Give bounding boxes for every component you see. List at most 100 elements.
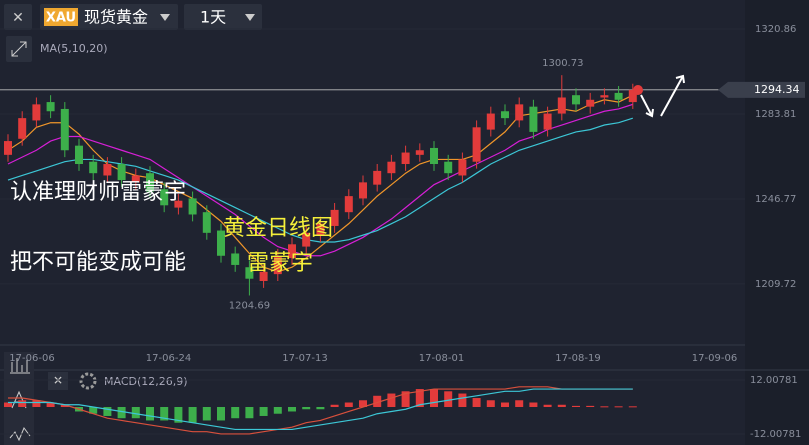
- y-tick-label: 12.00781: [750, 375, 798, 386]
- candle-body: [515, 104, 524, 121]
- macd-bar: [586, 405, 595, 407]
- macd-bar: [472, 398, 481, 407]
- macd-bar: [543, 404, 552, 407]
- macd-bar: [32, 400, 41, 407]
- candle-body: [259, 271, 268, 282]
- candle-body: [344, 196, 353, 213]
- macd-bar: [486, 400, 495, 407]
- last-price-dot: [633, 85, 643, 95]
- candle-body: [486, 113, 495, 130]
- macd-bar: [103, 407, 112, 416]
- candle-body: [373, 170, 382, 185]
- x-tick-label: 17-07-13: [282, 353, 327, 364]
- arrow: [660, 74, 685, 117]
- candle-body: [89, 161, 98, 174]
- close-icon: ✕: [12, 10, 24, 26]
- symbol-badge: [44, 8, 78, 26]
- macd-bar: [557, 404, 566, 407]
- candle-body: [174, 200, 183, 208]
- macd-bar: [245, 407, 254, 419]
- annotation: 认准理财师雷蒙宇: [10, 180, 186, 205]
- macd-bar: [344, 402, 353, 407]
- dropdown-arrow: [245, 14, 255, 21]
- x-tick-label: 17-09-06: [692, 353, 737, 364]
- y-tick-label: 1246.77: [755, 194, 796, 205]
- expand-icon: [11, 41, 27, 57]
- y-tick-label: 1320.86: [755, 24, 796, 35]
- period-select[interactable]: [184, 4, 262, 30]
- x-tick-label: 17-08-19: [555, 353, 600, 364]
- macd-bar: [4, 402, 12, 407]
- macd-bar: [515, 400, 524, 407]
- candle-body: [359, 182, 367, 199]
- macd-bar: [458, 393, 467, 407]
- candle-body: [273, 255, 282, 275]
- y-tick-label: 1283.81: [755, 109, 796, 120]
- indicator-label: MA(5,10,20): [40, 42, 108, 55]
- candle-body: [302, 232, 311, 247]
- macd-bar: [501, 402, 509, 407]
- close-button[interactable]: [4, 4, 32, 30]
- macd-bar: [288, 407, 296, 412]
- annotation: 把不可能变成可能: [10, 250, 186, 275]
- macd-bar: [18, 400, 27, 407]
- macd-bar: [60, 404, 69, 407]
- x-tick-label: 17-06-06: [9, 353, 54, 364]
- candle-body: [117, 164, 126, 181]
- candle-body: [501, 111, 509, 119]
- macd-bar: [529, 402, 538, 407]
- macd-bar: [430, 389, 438, 407]
- candle-body: [543, 113, 552, 130]
- macd-line: [8, 388, 633, 431]
- candle-body: [18, 118, 27, 139]
- macd-bar: [572, 405, 580, 407]
- arrow: [640, 94, 654, 118]
- candle-body: [529, 106, 538, 132]
- candle-body: [46, 102, 55, 112]
- candle-body: [146, 173, 154, 192]
- macd-bar: [188, 407, 197, 423]
- candle-body: [557, 97, 566, 114]
- low-label: 1204.69: [229, 300, 270, 311]
- y-tick-label: -12.00781: [750, 429, 801, 440]
- candle-body: [628, 89, 637, 103]
- period: 1天: [200, 8, 226, 27]
- candle-body: [614, 92, 623, 100]
- macd-bar: [231, 407, 240, 419]
- tool-icon[interactable]: [10, 358, 30, 374]
- symbol: XAU: [46, 11, 76, 26]
- ma-line: [7, 94, 634, 273]
- dropdown-arrow: [160, 14, 170, 21]
- macd-bar: [628, 406, 637, 408]
- macd-bar: [444, 391, 453, 407]
- candle-body: [444, 161, 453, 174]
- macd-bar: [259, 407, 268, 416]
- macd-close[interactable]: [48, 372, 68, 390]
- macd-bar: [415, 389, 424, 407]
- last-price-tag: [718, 81, 805, 98]
- macd-bar: [302, 407, 311, 410]
- macd-bar: [46, 402, 55, 407]
- settings-icon[interactable]: [79, 372, 97, 390]
- candle-body: [288, 244, 296, 259]
- macd-bar: [160, 407, 169, 421]
- x-tick-label: 17-06-24: [146, 353, 191, 364]
- macd-bar: [217, 407, 225, 421]
- candle-body: [415, 150, 424, 155]
- macd-bar: [89, 407, 98, 414]
- annotation: 黄金日线图: [223, 216, 333, 241]
- candle-body: [572, 95, 580, 105]
- macd-bar: [202, 407, 211, 421]
- candle-body: [217, 230, 225, 256]
- y-tick-label: 1209.72: [755, 279, 796, 290]
- macd-bar: [330, 404, 339, 407]
- x-tick-label: 17-08-01: [419, 353, 464, 364]
- candle-body: [458, 159, 467, 176]
- macd-bar: [614, 406, 623, 408]
- macd-bar: [174, 407, 183, 423]
- macd-bar: [387, 393, 396, 407]
- candle-body: [231, 253, 240, 265]
- macd-bar: [316, 407, 325, 410]
- candle-body: [32, 104, 41, 121]
- macd-bar: [600, 406, 609, 408]
